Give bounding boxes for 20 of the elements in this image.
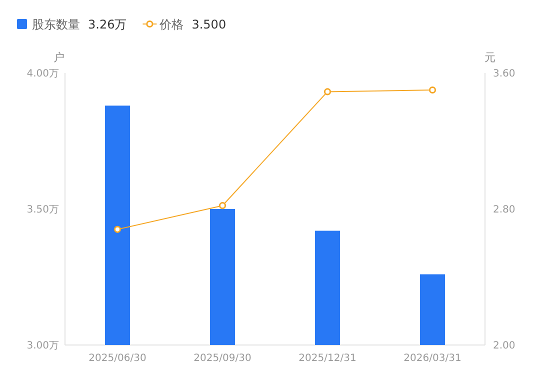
point	[428, 86, 436, 94]
y2-tick-label: 3.60	[493, 68, 516, 80]
y2-axis-title: 元	[484, 51, 496, 64]
point	[218, 202, 226, 210]
y-tick-label: 4.00万	[26, 68, 59, 80]
x-tick-label: 2025/06/30	[88, 353, 146, 364]
x-tick-label: 2026/03/31	[404, 353, 462, 364]
x-tick-label: 2025/12/31	[298, 353, 356, 364]
point	[114, 226, 122, 233]
x-tick-label: 2025/09/30	[194, 353, 252, 364]
y2-tick-label: 2.80	[493, 204, 516, 216]
legend-label: 价格	[158, 18, 184, 32]
legend-label: 股东数量	[32, 18, 80, 32]
y2-tick-label: 2.00	[493, 340, 516, 352]
y-axis-title: 户	[54, 51, 64, 64]
text: 3.500	[192, 18, 226, 32]
y-tick-label: 3.00万	[26, 340, 59, 352]
text: 3.26万	[88, 18, 127, 32]
point	[324, 88, 332, 96]
y-tick-label: 3.50万	[26, 204, 59, 216]
